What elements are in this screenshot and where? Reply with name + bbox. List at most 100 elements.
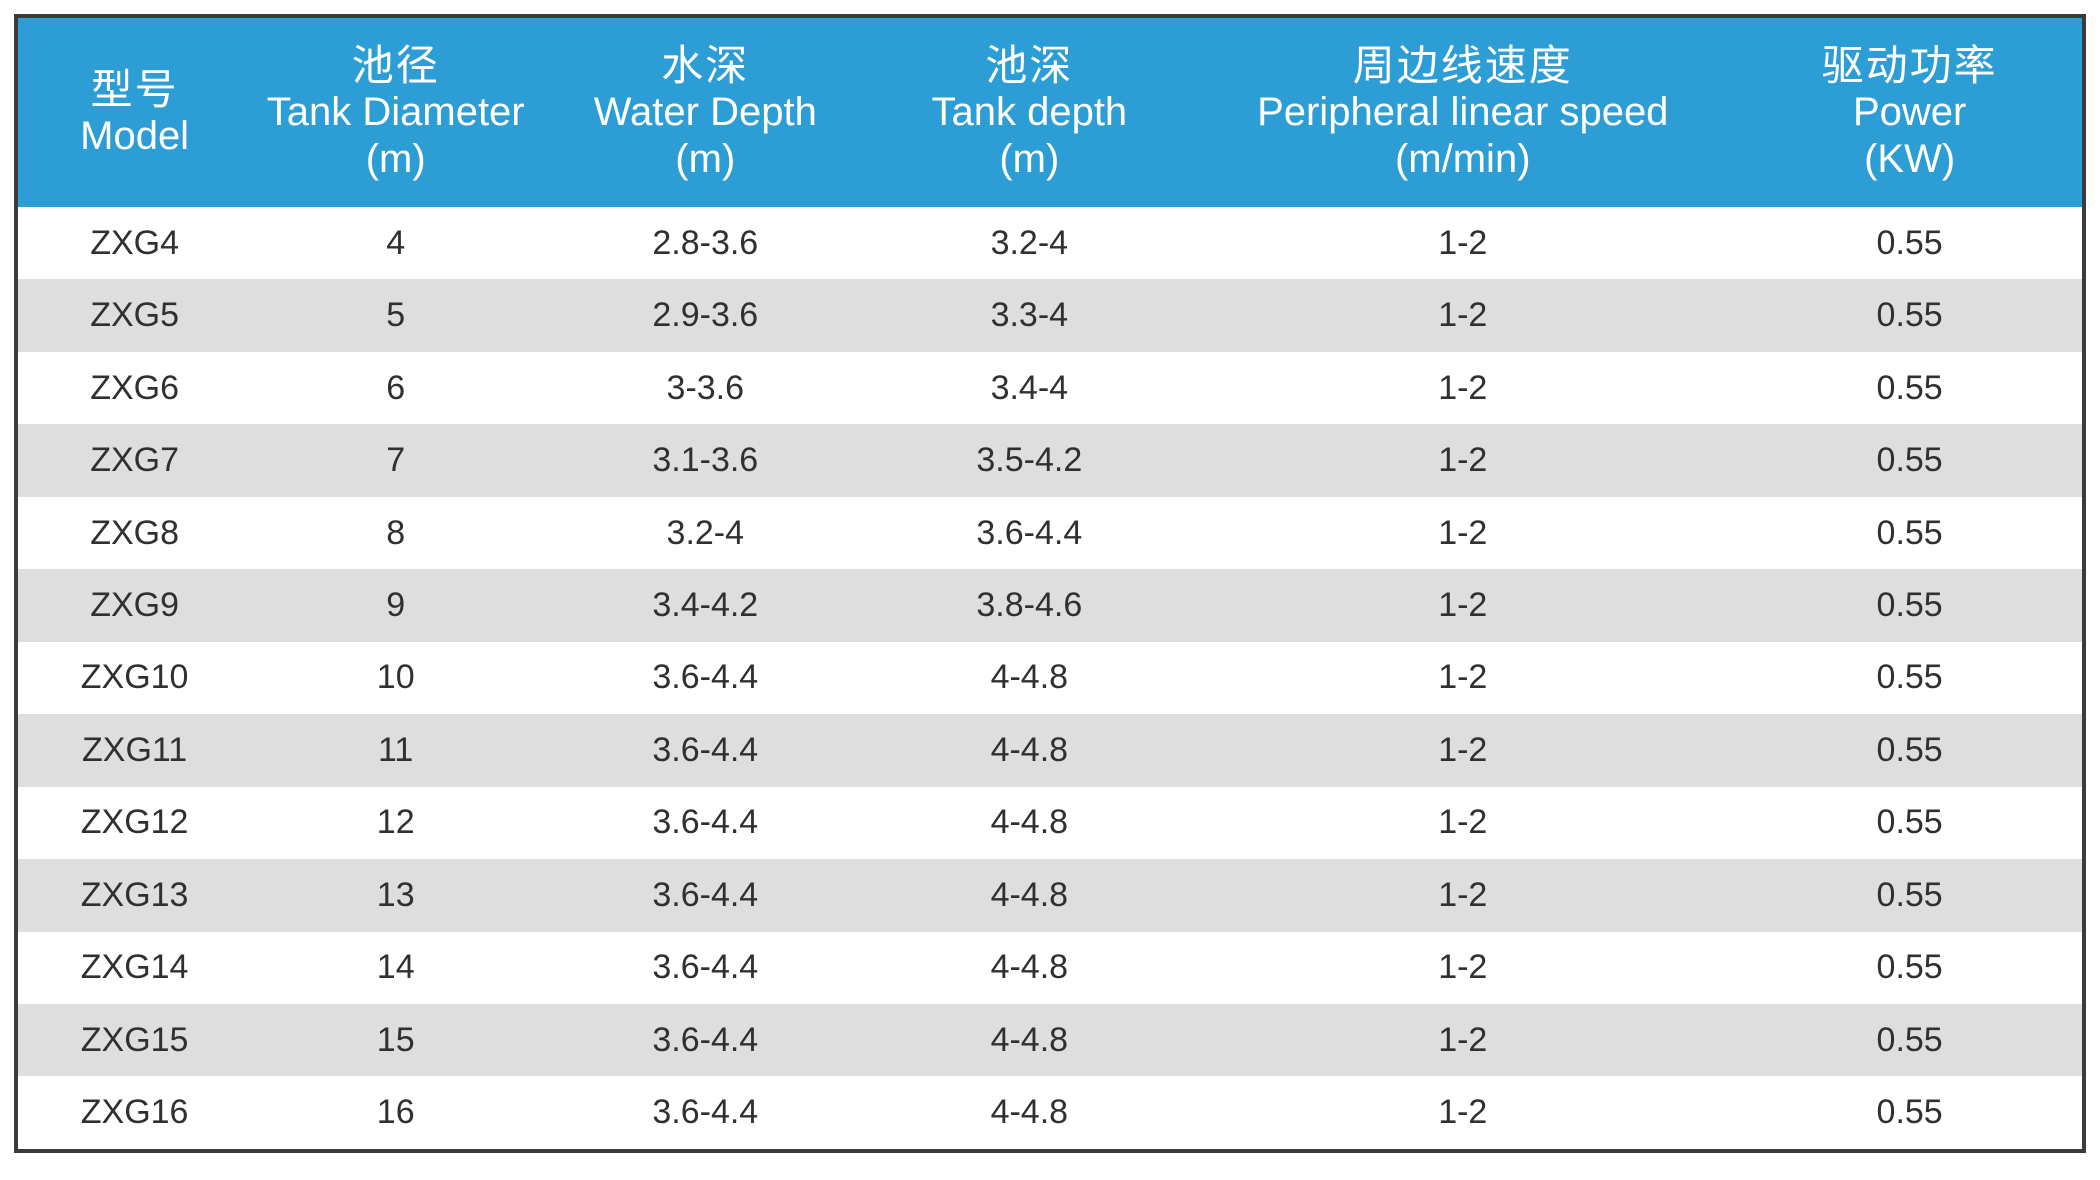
cell-peripheral-linear-speed: 1-2: [1438, 1020, 1488, 1059]
cell-tank-depth: 4-4.8: [990, 875, 1069, 914]
header-label-en: Water Depth: [593, 90, 817, 134]
cell-power: 0.55: [1876, 1093, 1943, 1132]
cell-model: ZXG7: [90, 441, 180, 480]
header-label-unit: (m/min): [1394, 137, 1531, 181]
cell-model: ZXG8: [90, 513, 180, 552]
cell-water-depth: 3.2-4: [666, 513, 745, 552]
cell-peripheral-linear-speed: 1-2: [1438, 296, 1488, 335]
header-label-unit: (m): [675, 137, 736, 181]
cell-model: ZXG9: [90, 585, 180, 624]
header-label-unit: (m): [365, 137, 426, 181]
cell-tank-diameter: 11: [378, 730, 414, 769]
spec-table: 型号 Model 池径 Tank Diameter (m) 水深 Water Depth (m…: [18, 18, 2082, 1149]
table-row-zxg12: ZXG12 12 3.6-4.4 4-4.8 1-2 0.55: [18, 786, 2082, 860]
cell-tank-depth: 4-4.8: [990, 803, 1069, 842]
table-row-zxg10: ZXG10 10 3.6-4.4 4-4.8 1-2 0.55: [18, 641, 2082, 715]
cell-power: 0.55: [1876, 948, 1943, 987]
cell-model: ZXG6: [90, 368, 180, 407]
cell-power: 0.55: [1876, 585, 1943, 624]
cell-water-depth: 3.6-4.4: [652, 730, 759, 769]
cell-tank-depth: 3.4-4: [990, 368, 1069, 407]
cell-model: ZXG11: [82, 730, 188, 769]
cell-tank-depth: 3.3-4: [990, 296, 1069, 335]
cell-tank-diameter: 14: [376, 948, 415, 987]
cell-tank-depth: 4-4.8: [990, 948, 1069, 987]
cell-peripheral-linear-speed: 1-2: [1438, 1093, 1488, 1132]
cell-model: ZXG12: [80, 803, 189, 842]
cell-peripheral-linear-speed: 1-2: [1438, 658, 1488, 697]
header-label-unit: (m): [999, 137, 1060, 181]
cell-tank-diameter: 7: [386, 441, 406, 480]
cell-tank-diameter: 15: [376, 1020, 415, 1059]
table-body: ZXG4 4 2.8-3.6 3.2-4 1-2 0.55 ZXG5 5 2.9-3.6 3.3-…: [18, 207, 2082, 1149]
cell-water-depth: 2.9-3.6: [652, 296, 759, 335]
cell-power: 0.55: [1876, 803, 1943, 842]
cell-water-depth: 3.6-4.4: [652, 803, 759, 842]
cell-power: 0.55: [1876, 441, 1943, 480]
header-label-zh: 周边线速度: [1352, 42, 1573, 89]
header-label-zh: 型号: [90, 65, 179, 113]
header-label-en: Peripheral linear speed: [1257, 90, 1669, 134]
column-header-peripheral-linear-speed: 周边线速度 Peripheral linear speed (m/min): [1188, 18, 1738, 207]
header-label-en: Model: [80, 113, 190, 158]
column-header-tank-diameter: 池径 Tank Diameter (m): [251, 18, 541, 207]
cell-tank-diameter: 4: [386, 223, 406, 262]
table-row-zxg11: ZXG11 11 3.6-4.4 4-4.8 1-2 0.55: [18, 714, 2082, 787]
column-header-water-depth: 水深 Water Depth (m): [540, 18, 871, 207]
cell-peripheral-linear-speed: 1-2: [1438, 368, 1488, 407]
cell-power: 0.55: [1876, 1020, 1943, 1059]
cell-tank-diameter: 6: [386, 368, 406, 407]
table-row-zxg9: ZXG9 9 3.4-4.2 3.8-4.6 1-2 0.55: [18, 569, 2082, 642]
column-header-power: 驱动功率 Power (KW): [1737, 18, 2082, 207]
column-header-model: 型号 Model: [18, 18, 252, 207]
table-row-zxg8: ZXG8 8 3.2-4 3.6-4.4 1-2 0.55: [18, 496, 2082, 570]
cell-tank-depth: 4-4.8: [990, 1020, 1069, 1059]
cell-tank-diameter: 9: [386, 585, 406, 624]
cell-tank-depth: 3.2-4: [990, 223, 1069, 262]
header-label-zh: 驱动功率: [1821, 42, 1998, 89]
cell-tank-diameter: 12: [376, 803, 415, 842]
cell-model: ZXG13: [80, 875, 189, 914]
cell-water-depth: 3.1-3.6: [652, 441, 759, 480]
cell-tank-diameter: 16: [376, 1093, 415, 1132]
cell-peripheral-linear-speed: 1-2: [1438, 441, 1488, 480]
header-label-en: Power: [1852, 90, 1967, 134]
cell-model: ZXG4: [90, 223, 180, 262]
cell-tank-diameter: 13: [376, 875, 415, 914]
cell-power: 0.55: [1876, 875, 1943, 914]
cell-model: ZXG16: [80, 1093, 189, 1132]
cell-tank-depth: 3.8-4.6: [976, 585, 1083, 624]
cell-model: ZXG14: [80, 948, 189, 987]
cell-water-depth: 2.8-3.6: [652, 223, 759, 262]
cell-model: ZXG15: [80, 1020, 189, 1059]
table-row-zxg6: ZXG6 6 3-3.6 3.4-4 1-2 0.55: [18, 351, 2082, 425]
table-row-zxg16: ZXG16 16 3.6-4.4 4-4.8 1-2 0.55: [18, 1076, 2082, 1149]
cell-water-depth: 3.6-4.4: [652, 875, 759, 914]
header-label-en: Tank Diameter: [266, 90, 525, 134]
cell-tank-depth: 4-4.8: [990, 1093, 1069, 1132]
header-label-zh: 池径: [351, 42, 440, 89]
cell-water-depth: 3.6-4.4: [652, 1020, 759, 1059]
table-row-zxg14: ZXG14 14 3.6-4.4 4-4.8 1-2 0.55: [18, 931, 2082, 1004]
cell-water-depth: 3.6-4.4: [652, 948, 759, 987]
cell-peripheral-linear-speed: 1-2: [1438, 875, 1488, 914]
cell-peripheral-linear-speed: 1-2: [1438, 223, 1488, 262]
cell-tank-diameter: 8: [386, 513, 406, 552]
table-row-zxg13: ZXG13 13 3.6-4.4 4-4.8 1-2 0.55: [18, 859, 2082, 932]
cell-peripheral-linear-speed: 1-2: [1438, 948, 1488, 987]
cell-tank-depth: 3.5-4.2: [976, 441, 1083, 480]
cell-tank-depth: 3.6-4.4: [976, 513, 1083, 552]
header-row: 型号 Model 池径 Tank Diameter (m) 水深 Water Depth (m…: [18, 18, 2082, 207]
cell-model: ZXG10: [80, 658, 189, 697]
cell-tank-diameter: 5: [386, 296, 406, 335]
cell-peripheral-linear-speed: 1-2: [1438, 513, 1488, 552]
column-header-tank-depth: 池深 Tank depth (m): [870, 18, 1189, 207]
cell-power: 0.55: [1876, 296, 1943, 335]
cell-power: 0.55: [1876, 223, 1943, 262]
header-label-zh: 池深: [985, 42, 1074, 89]
cell-peripheral-linear-speed: 1-2: [1438, 803, 1488, 842]
cell-water-depth: 3.6-4.4: [652, 1093, 759, 1132]
header-label-zh: 水深: [661, 42, 750, 89]
table-row-zxg7: ZXG7 7 3.1-3.6 3.5-4.2 1-2 0.55: [18, 424, 2082, 497]
